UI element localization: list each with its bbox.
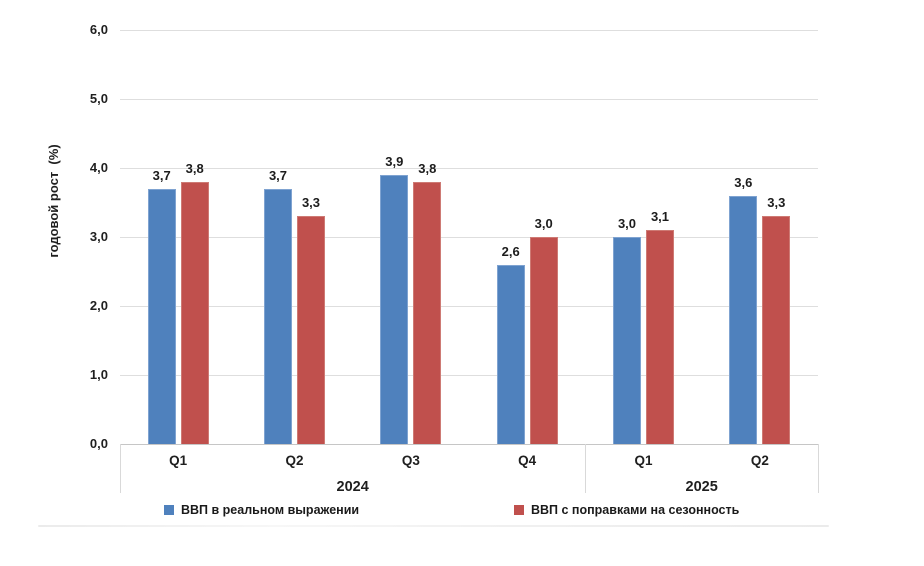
legend-swatch-series1 (164, 505, 174, 515)
bar-value-label: 3,3 (767, 195, 786, 211)
x-tick-label: Q3 (401, 453, 420, 468)
bar-value-label: 3,8 (418, 160, 437, 176)
bar-value-label: 3,1 (650, 209, 670, 225)
y-tick-label: 4,0 (89, 160, 108, 175)
bar-series1-cat4 (496, 264, 525, 444)
bar-value-label: 3,6 (734, 174, 753, 190)
legend-label-series1: ВВП в реальном выражении (181, 503, 360, 517)
bar-series1-cat5 (613, 237, 641, 444)
x-tick-label: Q2 (285, 453, 304, 468)
gridline (120, 168, 818, 169)
bar-value-label: 3,8 (185, 160, 204, 176)
bar-series1-cat2 (264, 188, 292, 444)
gridline (120, 306, 818, 307)
x-axis-line (120, 444, 818, 445)
bar-value-label: 3,0 (534, 216, 553, 231)
bottom-divider (38, 525, 829, 527)
gridline (120, 375, 818, 376)
legend-swatch-series2 (514, 505, 524, 515)
bar-series1-cat6 (729, 195, 758, 444)
y-tick-label: 1,0 (89, 367, 108, 382)
bar-value-label: 2,6 (501, 243, 520, 259)
legend-item: ВВП с поправками на сезонность (514, 502, 739, 518)
bar-series2-cat3 (413, 181, 442, 444)
bar-series1-cat3 (380, 174, 409, 444)
gridline (120, 99, 818, 100)
bar-series2-cat2 (297, 216, 325, 444)
axis-group-divider (818, 444, 819, 493)
gridline (120, 237, 818, 238)
y-tick-label: 3,0 (89, 229, 108, 244)
gridline (120, 30, 818, 31)
x-tick-label: Q1 (634, 453, 653, 468)
y-tick-label: 5,0 (89, 91, 108, 106)
y-tick-label: 2,0 (89, 298, 108, 313)
legend-item: ВВП в реальном выражении (164, 502, 359, 518)
axis-group-label: 2024 (336, 479, 369, 495)
bar-value-label: 3,3 (301, 195, 321, 211)
bar-value-label: 3,7 (268, 167, 288, 183)
y-tick-label: 6,0 (89, 22, 108, 37)
bar-value-label: 3,9 (385, 153, 404, 169)
y-axis-title: годовой рост (%) (46, 144, 61, 258)
bar-series1-cat1 (147, 188, 176, 444)
bar-value-label: 3,7 (152, 167, 171, 183)
bar-series2-cat5 (646, 230, 674, 444)
x-tick-label: Q2 (750, 453, 769, 468)
bar-series2-cat6 (762, 216, 791, 444)
axis-group-label: 2025 (685, 479, 718, 495)
x-tick-label: Q4 (518, 453, 537, 468)
axis-group-divider (585, 444, 587, 493)
legend-label-series2: ВВП с поправками на сезонность (531, 503, 740, 517)
axis-group-divider (120, 444, 121, 493)
y-tick-label: 0,0 (89, 436, 108, 451)
x-tick-label: Q1 (169, 453, 188, 468)
bar-series2-cat1 (180, 181, 209, 444)
bar-series2-cat4 (529, 237, 558, 444)
bar-value-label: 3,0 (617, 216, 637, 231)
